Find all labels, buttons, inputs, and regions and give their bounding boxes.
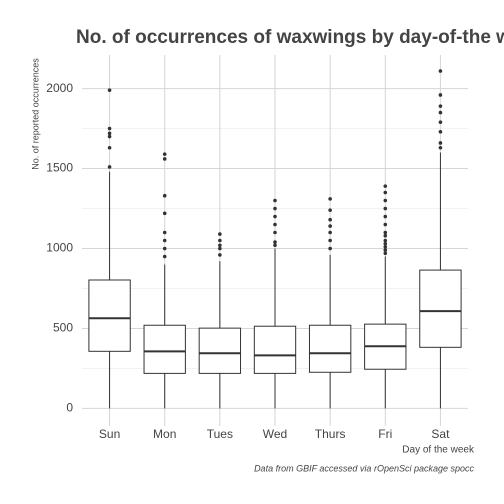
outlier xyxy=(328,246,332,251)
outlier xyxy=(162,211,167,216)
outlier xyxy=(273,243,277,248)
outlier xyxy=(383,233,388,238)
outlier xyxy=(438,120,443,124)
outlier xyxy=(383,245,388,249)
outlier xyxy=(383,222,388,227)
x-tick-label: Tues xyxy=(207,427,233,441)
outlier xyxy=(383,198,388,203)
x-tick-label: Sat xyxy=(431,427,450,441)
y-axis-label: No. of reported occurrences xyxy=(30,58,40,170)
box xyxy=(198,327,242,374)
outlier xyxy=(273,230,277,235)
outlier xyxy=(218,246,222,251)
box xyxy=(308,324,352,373)
outlier xyxy=(107,126,112,131)
outlier xyxy=(383,238,388,243)
outlier xyxy=(438,110,443,115)
outlier xyxy=(383,230,388,235)
outlier xyxy=(273,214,277,219)
x-tick-label: Wed xyxy=(263,427,287,441)
outlier xyxy=(107,165,112,169)
box xyxy=(88,279,131,352)
x-axis-label: Day of the week xyxy=(402,445,475,456)
y-tick-label: 2000 xyxy=(46,81,73,95)
x-tick-label: Thurs xyxy=(315,427,346,441)
outlier xyxy=(328,208,332,212)
box xyxy=(253,325,297,374)
outlier xyxy=(273,222,277,227)
outlier xyxy=(438,129,443,134)
outlier xyxy=(328,217,332,222)
outlier xyxy=(383,248,388,252)
outlier xyxy=(162,230,167,235)
outlier xyxy=(383,241,388,246)
outlier xyxy=(438,69,443,73)
outlier xyxy=(383,190,388,195)
caption: Data from GBIF accessed via rOpenSci pac… xyxy=(254,463,474,473)
x-tick-label: Sun xyxy=(99,427,120,441)
outlier xyxy=(438,104,443,108)
outlier xyxy=(383,184,388,188)
outlier xyxy=(218,243,222,248)
outlier xyxy=(438,141,443,145)
outlier xyxy=(218,253,222,257)
outlier xyxy=(218,238,222,243)
y-tick-label: 0 xyxy=(66,401,73,415)
outlier xyxy=(162,254,167,259)
outlier xyxy=(107,131,112,136)
y-tick-label: 1500 xyxy=(46,161,73,175)
outlier xyxy=(328,224,332,228)
outlier xyxy=(218,232,222,236)
outlier xyxy=(273,206,277,211)
chart-title: No. of occurrences of waxwings by day-of… xyxy=(76,27,504,48)
outlier xyxy=(107,134,112,139)
outlier xyxy=(162,238,167,243)
outlier xyxy=(438,93,443,97)
outlier xyxy=(162,157,167,161)
y-tick-label: 500 xyxy=(53,321,73,335)
outlier xyxy=(162,152,167,156)
outlier xyxy=(438,145,443,150)
outlier xyxy=(328,230,332,235)
outlier xyxy=(383,206,388,211)
outlier xyxy=(328,238,332,243)
outlier xyxy=(383,251,388,256)
x-tick-label: Mon xyxy=(153,427,176,441)
x-tick-label: Fri xyxy=(378,427,392,441)
outlier xyxy=(162,246,167,251)
outlier xyxy=(162,193,167,198)
box xyxy=(143,324,186,374)
outlier xyxy=(273,240,277,244)
outlier xyxy=(273,198,277,203)
outlier xyxy=(328,197,332,201)
outlier xyxy=(107,145,112,150)
outlier xyxy=(107,88,112,92)
box xyxy=(419,269,462,348)
outlier xyxy=(383,214,388,219)
y-tick-label: 1000 xyxy=(46,241,73,255)
